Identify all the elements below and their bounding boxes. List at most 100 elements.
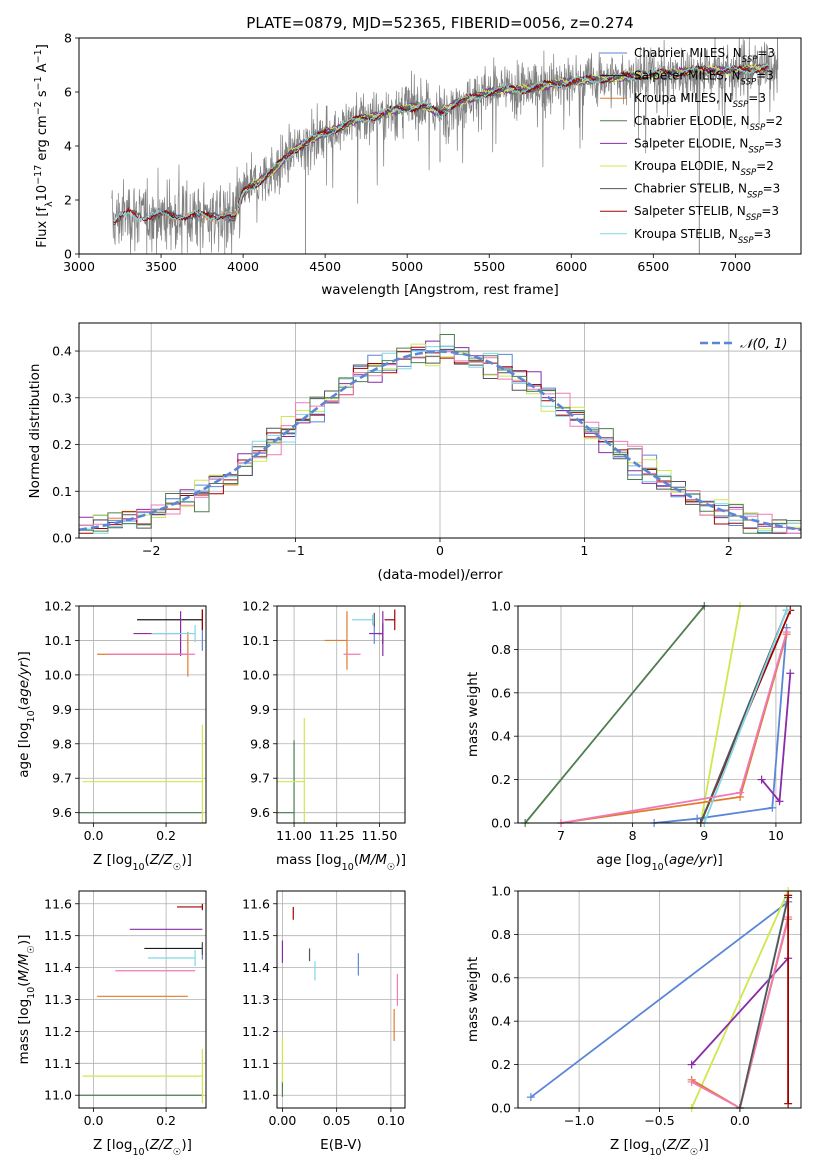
figure-title: PLATE=0879, MJD=52365, FIBERID=0056, z=0…	[246, 14, 633, 32]
y-tick-label: 0.6	[491, 685, 511, 700]
x-tick-label: 5500	[473, 259, 505, 274]
x-tick-label: 0.0	[84, 1113, 104, 1128]
x-tick-label: −0.5	[644, 1113, 674, 1128]
spectrum-axes: 3000 3500 4000 4500 5000 5500 6000 6500 7000 0 2 4 6…	[33, 31, 802, 298]
axes-frame	[517, 890, 802, 1109]
legend-entry: Chabrier ELODIE, NSSP=2	[634, 114, 783, 133]
x-tick-label: 0.0	[730, 1113, 750, 1128]
massweight-vs-age-axes: 7 8 9 10 0.0 0.2 0.4 0.6 0.8 1.0 age [log10(age/yr…	[465, 599, 802, 873]
model-line-kroupa-stelib	[113, 62, 769, 223]
y-tick-label: 0.0	[491, 816, 511, 831]
y-tick-label: 4	[64, 139, 72, 154]
x-tick-label: 8	[629, 828, 637, 843]
y-tick-label: 0.4	[491, 1014, 511, 1029]
y-axis-label: mass weight	[465, 672, 481, 757]
y-tick-label: 11.0	[242, 1088, 270, 1103]
y-tick-label: 11.2	[242, 1024, 270, 1039]
series-chabrier-elodie	[524, 605, 705, 824]
axis-label: Z [log10(Z/Z☉)]	[610, 1137, 709, 1158]
axes-frame	[276, 605, 406, 824]
x-tick-label: 11.00	[276, 828, 312, 843]
x-tick-label: 0.05	[323, 1113, 351, 1128]
x-tick-label: 0.0	[84, 828, 104, 843]
y-tick-label: 0.2	[52, 437, 72, 452]
x-tick-label: 6000	[555, 259, 587, 274]
errorbar-plot	[79, 609, 203, 823]
series-chabrier-miles	[530, 901, 789, 1098]
y-tick-label: 1.0	[491, 884, 511, 899]
y-tick-label: 10.2	[44, 599, 72, 614]
y-tick-label: 0.0	[52, 531, 72, 546]
y-tick-label: 9.7	[52, 771, 72, 786]
x-axis-label: (data-model)/error	[377, 567, 503, 583]
y-tick-label: 9.8	[52, 736, 72, 751]
y-tick-label: 11.5	[44, 928, 72, 943]
y-tick-label: 10.2	[242, 599, 270, 614]
y-tick-label: 11.1	[44, 1056, 72, 1071]
legend-entry: Kroupa ELODIE, NSSP=2	[634, 159, 774, 178]
x-tick-label: 6500	[637, 259, 669, 274]
series-salpeter-elodie	[691, 957, 789, 1066]
series-kroupa-stelib	[703, 609, 788, 824]
x-axis-label: wavelength [Angstrom, rest frame]	[321, 282, 559, 298]
x-tick-label: 3000	[63, 259, 95, 274]
x-tick-label: 3500	[145, 259, 177, 274]
x-tick-label: 10	[768, 828, 784, 843]
mass-vs-Z-axes: 0.0 0.2 11.0 11.1 11.2 11.3 11.4 11.5 11.6 Z [log…	[16, 890, 207, 1158]
x-tick-label: 9	[700, 828, 708, 843]
y-tick-label: 0	[64, 247, 72, 262]
x-tick-label: 0	[436, 543, 444, 558]
normal-curve	[79, 350, 801, 532]
series-chabrier-stelib	[739, 897, 789, 1109]
x-tick-label: 2	[725, 543, 733, 558]
axes-frame	[78, 890, 207, 1109]
y-tick-label: 9.9	[250, 702, 270, 717]
y-tick-label: 0.2	[491, 1057, 511, 1072]
x-tick-label: −1.0	[564, 1113, 594, 1128]
y-tick-label: 0.4	[491, 729, 511, 744]
spectrum-plot	[111, 38, 779, 254]
y-tick-label: 11.4	[44, 960, 72, 975]
y-tick-label: 0.1	[52, 484, 72, 499]
y-tick-label: 11.4	[242, 960, 270, 975]
y-tick-label: 2	[64, 193, 72, 208]
axis-label: mass [log10(M/M☉)]	[276, 852, 406, 873]
axis-label: mass [log10(M/M☉)]	[16, 935, 37, 1065]
y-tick-label: 0.4	[52, 344, 72, 359]
y-tick-label: 0.2	[491, 772, 511, 787]
y-tick-label: 11.6	[44, 896, 72, 911]
x-tick-label: 0.00	[269, 1113, 297, 1128]
y-tick-label: 9.7	[250, 771, 270, 786]
massweight-vs-Z-axes: −1.0 −0.5 0.0 0.0 0.2 0.4 0.6 0.8 1.0 Z [log10(Z/…	[465, 884, 802, 1158]
x-tick-label: 7	[557, 828, 565, 843]
y-tick-label: 10.0	[242, 667, 270, 682]
y-tick-label: 6	[64, 85, 72, 100]
mass-vs-ebv-axes: 0.00 0.05 0.10 11.0 11.1 11.2 11.3 11.4 11.5 11.6…	[242, 890, 406, 1153]
legend-entry: Chabrier MILES, NSSP=3	[634, 46, 775, 65]
y-tick-label: 0.0	[491, 1101, 511, 1116]
y-tick-label: 1.0	[491, 599, 511, 614]
x-tick-label: 0.10	[377, 1113, 405, 1128]
x-tick-label: 11.25	[319, 828, 355, 843]
x-tick-label: 4000	[227, 259, 259, 274]
axes-frame	[276, 890, 406, 1109]
x-tick-label: −1	[286, 543, 304, 558]
x-tick-label: −2	[142, 543, 160, 558]
age-vs-mass-axes: 11.00 11.25 11.50 9.6 9.7 9.8 9.9 10.0 10.1 10.2 m…	[242, 599, 406, 873]
legend-entry: Kroupa STELIB, NSSP=3	[634, 227, 771, 246]
x-tick-label: 11.50	[362, 828, 398, 843]
y-tick-label: 0.8	[491, 927, 511, 942]
residual-hist-axes: −2 −1 0 1 2 0.0 0.1 0.2 0.3 0.4 𝒩(0, 1) (data-model…	[27, 322, 802, 583]
y-tick-label: 11.5	[242, 928, 270, 943]
x-tick-label: 4500	[309, 259, 341, 274]
y-axis-label: Normed distribution	[27, 364, 43, 499]
legend-entry: Kroupa MILES, NSSP=3	[634, 91, 766, 110]
series-kroupa-elodie	[699, 605, 741, 824]
y-tick-label: 9.6	[250, 805, 270, 820]
model-line-salpeter-stelib	[113, 64, 769, 224]
y-tick-label: 9.9	[52, 702, 72, 717]
series-kroupa-elodie	[690, 890, 789, 1109]
axes-frame	[78, 37, 802, 255]
axis-label: E(B-V)	[320, 1137, 362, 1153]
x-tick-label: 5000	[391, 259, 423, 274]
